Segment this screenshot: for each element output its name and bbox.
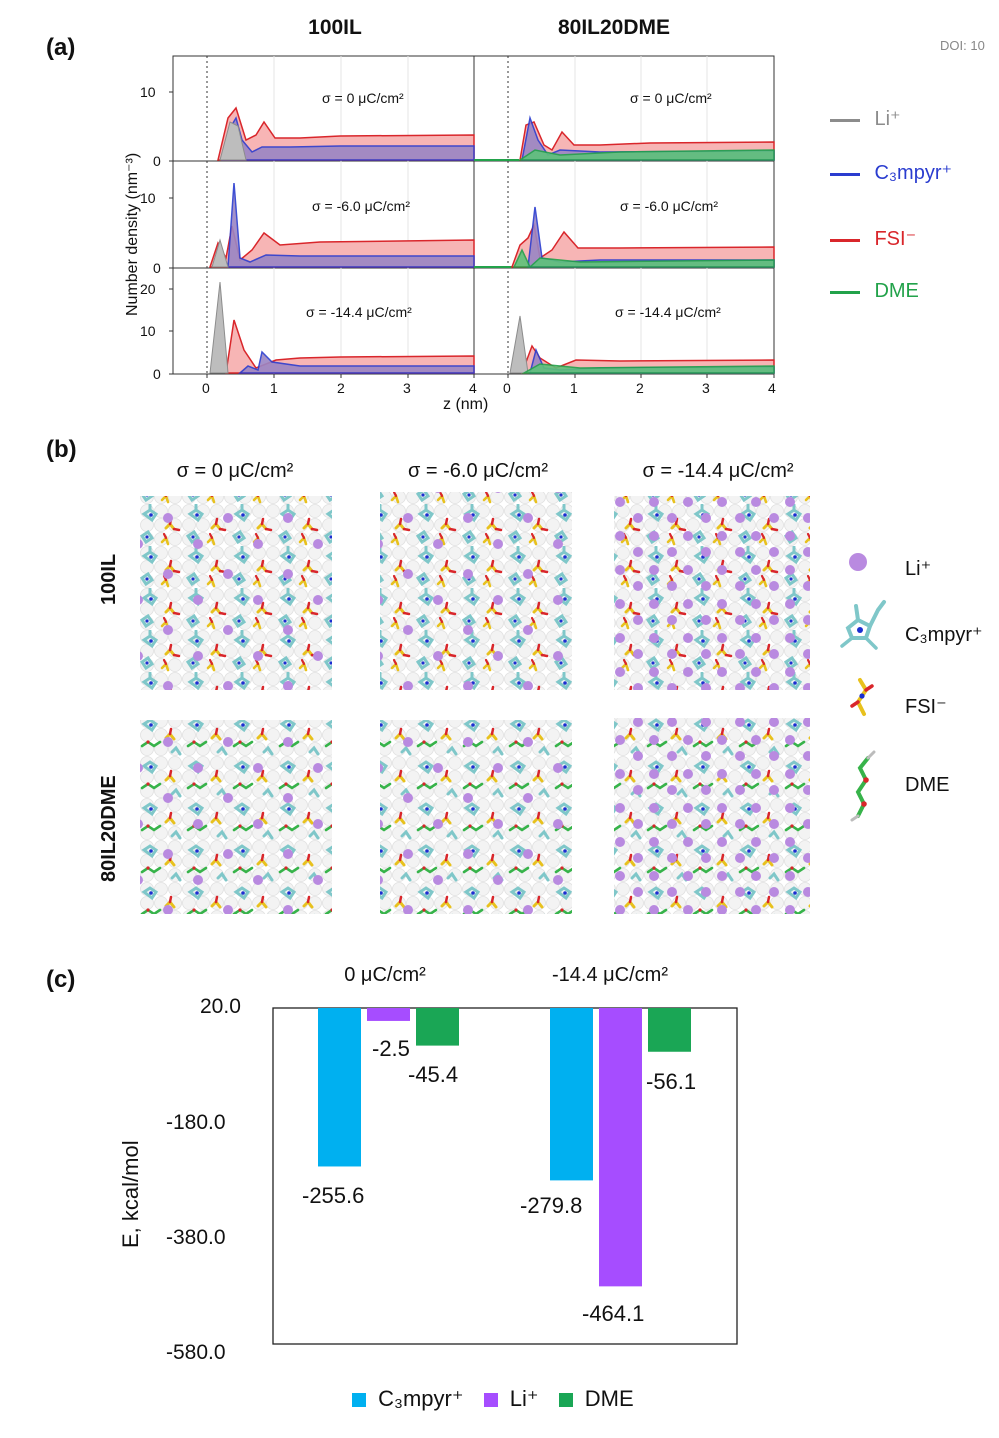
legend-label: C₃mpyr⁺ (874, 162, 953, 184)
legend-b-li: Li⁺ (905, 558, 932, 580)
bar-value-label: -464.1 (582, 1301, 645, 1326)
legend-label: FSI⁻ (874, 228, 917, 250)
x-tick-label: 3 (403, 380, 411, 396)
panel-b-column-title: σ = 0 μC/cm² (176, 460, 294, 482)
legend-a-fsi: FSI⁻ (830, 226, 916, 251)
chart-legend: C₃mpyr⁺ Li⁺ DME (352, 1386, 634, 1412)
legend-swatch (830, 291, 860, 295)
y-tick-label: 0 (153, 153, 161, 169)
legend-swatch (483, 1393, 498, 1408)
x-tick-label: 4 (469, 380, 477, 396)
bar-dme-1 (648, 1008, 691, 1052)
y-tick-label: -580.0 (166, 1341, 226, 1364)
y-tick-label: 10 (140, 84, 156, 100)
y-tick-label: 20 (140, 281, 156, 297)
chart-frame (272, 1007, 738, 1345)
density-row2-right (474, 206, 775, 269)
legend-swatch (830, 173, 860, 177)
sigma-label: σ = -14.4 μC/cm² (615, 304, 721, 320)
snapshot-100il-14 (614, 496, 810, 690)
panel-b-column-title: σ = -6.0 μC/cm² (408, 460, 548, 482)
legend-b-fsi: FSI⁻ (905, 696, 947, 718)
legend-b-c3mpyr: C₃mpyr⁺ (905, 624, 983, 646)
bar-value-label: -255.6 (302, 1183, 365, 1208)
x-tick-label: 0 (202, 380, 210, 396)
snapshot-80il20dme-6 (380, 720, 572, 914)
x-ticks (206, 374, 775, 378)
bar-value-label: -56.1 (646, 1069, 697, 1094)
legend-label: DME (584, 1386, 634, 1411)
legend-b-dme: DME (905, 774, 950, 796)
snapshot-80il20dme-0 (140, 720, 332, 914)
density-row1-right (474, 115, 775, 161)
density-row3-left (209, 281, 475, 374)
x-tick-label: 3 (702, 380, 710, 396)
y-tick-label: 10 (140, 323, 156, 339)
panel-a-column-title-100il: 100IL (308, 16, 362, 39)
x-tick-label: 1 (570, 380, 578, 396)
x-tick-label: 1 (270, 380, 278, 396)
x-tick-label: 2 (337, 380, 345, 396)
snapshot-100il-0 (140, 496, 332, 690)
y-tick-label: -180.0 (166, 1111, 226, 1134)
legend-label: C₃mpyr⁺ (378, 1386, 464, 1411)
grid-lines (273, 56, 708, 374)
bar-dme-0 (416, 1008, 459, 1046)
legend-a-c3mpyr: C₃mpyr⁺ (830, 160, 952, 185)
panel-b-label: (b) (46, 436, 77, 463)
doi-text: DOI: 10 (940, 38, 985, 53)
y-ticks (169, 91, 173, 375)
sigma-label: σ = -6.0 μC/cm² (312, 198, 410, 214)
bar-li-1 (599, 1008, 642, 1287)
legend-swatch (830, 239, 860, 243)
y-tick-label: 10 (140, 190, 156, 206)
density-row2-left (208, 182, 475, 268)
sigma-label: σ = -6.0 μC/cm² (620, 198, 718, 214)
sigma-label: σ = -14.4 μC/cm² (306, 304, 412, 320)
plot-frame-right (473, 55, 775, 375)
c3mpyr-molecule-icon (840, 600, 886, 650)
legend-label: Li⁺ (874, 108, 901, 130)
y-tick-label: 0 (153, 260, 161, 276)
bar-c3mpyr-1 (550, 1008, 593, 1181)
group-label-1: -14.4 μC/cm² (552, 964, 668, 986)
x-axis-label: z (nm) (443, 396, 489, 413)
panel-b-snapshots (140, 492, 886, 914)
bar-value-label: -45.4 (408, 1062, 459, 1087)
panel-a-label: (a) (46, 34, 76, 61)
bar-c3mpyr-0 (318, 1008, 361, 1167)
snapshot-80il20dme-14 (614, 718, 810, 914)
y-tick-label: 20.0 (200, 995, 241, 1018)
legend-a-li: Li⁺ (830, 106, 901, 131)
x-tick-label: 4 (768, 380, 776, 396)
y-tick-label: 0 (153, 366, 161, 382)
li-ion-icon (849, 553, 867, 571)
y-tick-label: -380.0 (166, 1226, 226, 1249)
energy-bar-chart (272, 1007, 738, 1345)
bar-value-label: -2.5 (372, 1036, 410, 1061)
snapshot-100il-6 (380, 492, 572, 690)
panel-a-density-plot (169, 55, 775, 378)
density-row1-left (217, 106, 475, 161)
sigma-label: σ = 0 μC/cm² (322, 90, 404, 106)
sigma-label: σ = 0 μC/cm² (630, 90, 712, 106)
panel-b-column-title: σ = -14.4 μC/cm² (642, 460, 794, 482)
legend-label: DME (874, 280, 919, 302)
legend-swatch (558, 1393, 573, 1408)
x-tick-label: 2 (636, 380, 644, 396)
fsi-molecule-icon (850, 678, 874, 716)
legend-swatch (352, 1393, 366, 1408)
group-label-0: 0 μC/cm² (344, 964, 426, 986)
panel-a-column-title-80il20dme: 80IL20DME (557, 16, 671, 39)
bar-li-0 (367, 1008, 410, 1021)
bar-value-label: -279.8 (520, 1193, 583, 1218)
legend-label: Li⁺ (509, 1386, 539, 1411)
dme-molecule-icon (850, 750, 876, 822)
density-row3-right (509, 315, 775, 374)
x-tick-label: 0 (503, 380, 511, 396)
legend-swatch (830, 119, 860, 123)
panel-c-label: (c) (46, 966, 76, 993)
legend-a-dme: DME (830, 280, 919, 303)
chart-y-axis-label: E, kcal/mol (118, 1140, 143, 1248)
